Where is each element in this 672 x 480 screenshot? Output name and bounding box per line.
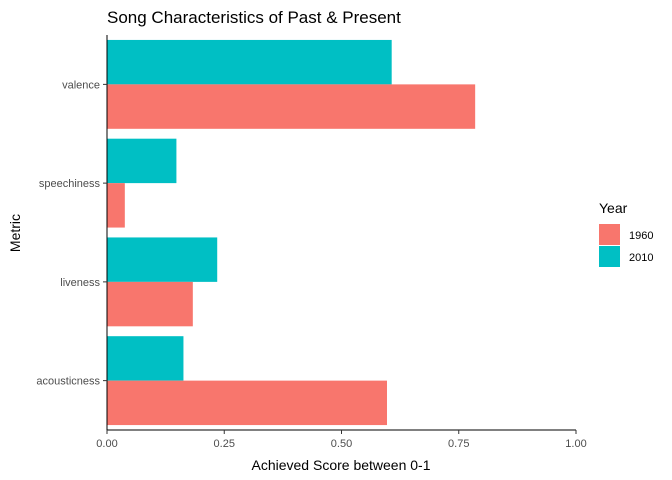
y-tick-label-speechiness: speechiness (39, 178, 101, 190)
legend-swatch-1960 (599, 224, 620, 245)
bar-valence-1960 (107, 84, 476, 129)
x-tick-label-2: 0.50 (331, 438, 352, 450)
y-axis-title: Metric (7, 214, 23, 252)
y-ticks-group: valence speechiness liveness acousticness (36, 79, 107, 388)
x-tick-label-0: 0.00 (96, 438, 117, 450)
x-tick-label-1: 0.25 (214, 438, 235, 450)
legend-label-2010: 2010 (629, 252, 653, 264)
legend-title: Year (599, 200, 628, 216)
bar-liveness-2010 (107, 237, 218, 282)
y-tick-label-valence: valence (62, 79, 100, 91)
bar-speechiness-1960 (107, 183, 125, 228)
x-axis-title: Achieved Score between 0-1 (252, 457, 431, 473)
bar-acousticness-1960 (107, 380, 387, 426)
bars-group (107, 39, 476, 426)
legend-swatch-2010 (599, 246, 620, 267)
y-tick-label-acousticness: acousticness (36, 376, 100, 388)
x-ticks-group: 0.00 0.25 0.50 0.75 1.00 (96, 430, 587, 450)
x-tick-label-3: 0.75 (448, 438, 469, 450)
bar-liveness-1960 (107, 281, 193, 327)
x-tick-label-4: 1.00 (565, 438, 586, 450)
chart-title: Song Characteristics of Past & Present (107, 8, 401, 27)
bar-acousticness-2010 (107, 336, 184, 381)
bar-speechiness-2010 (107, 138, 177, 184)
bar-valence-2010 (107, 39, 392, 85)
legend-label-1960: 1960 (629, 230, 653, 242)
legend: 1960 2010 (599, 224, 653, 267)
y-tick-label-liveness: liveness (60, 277, 100, 289)
